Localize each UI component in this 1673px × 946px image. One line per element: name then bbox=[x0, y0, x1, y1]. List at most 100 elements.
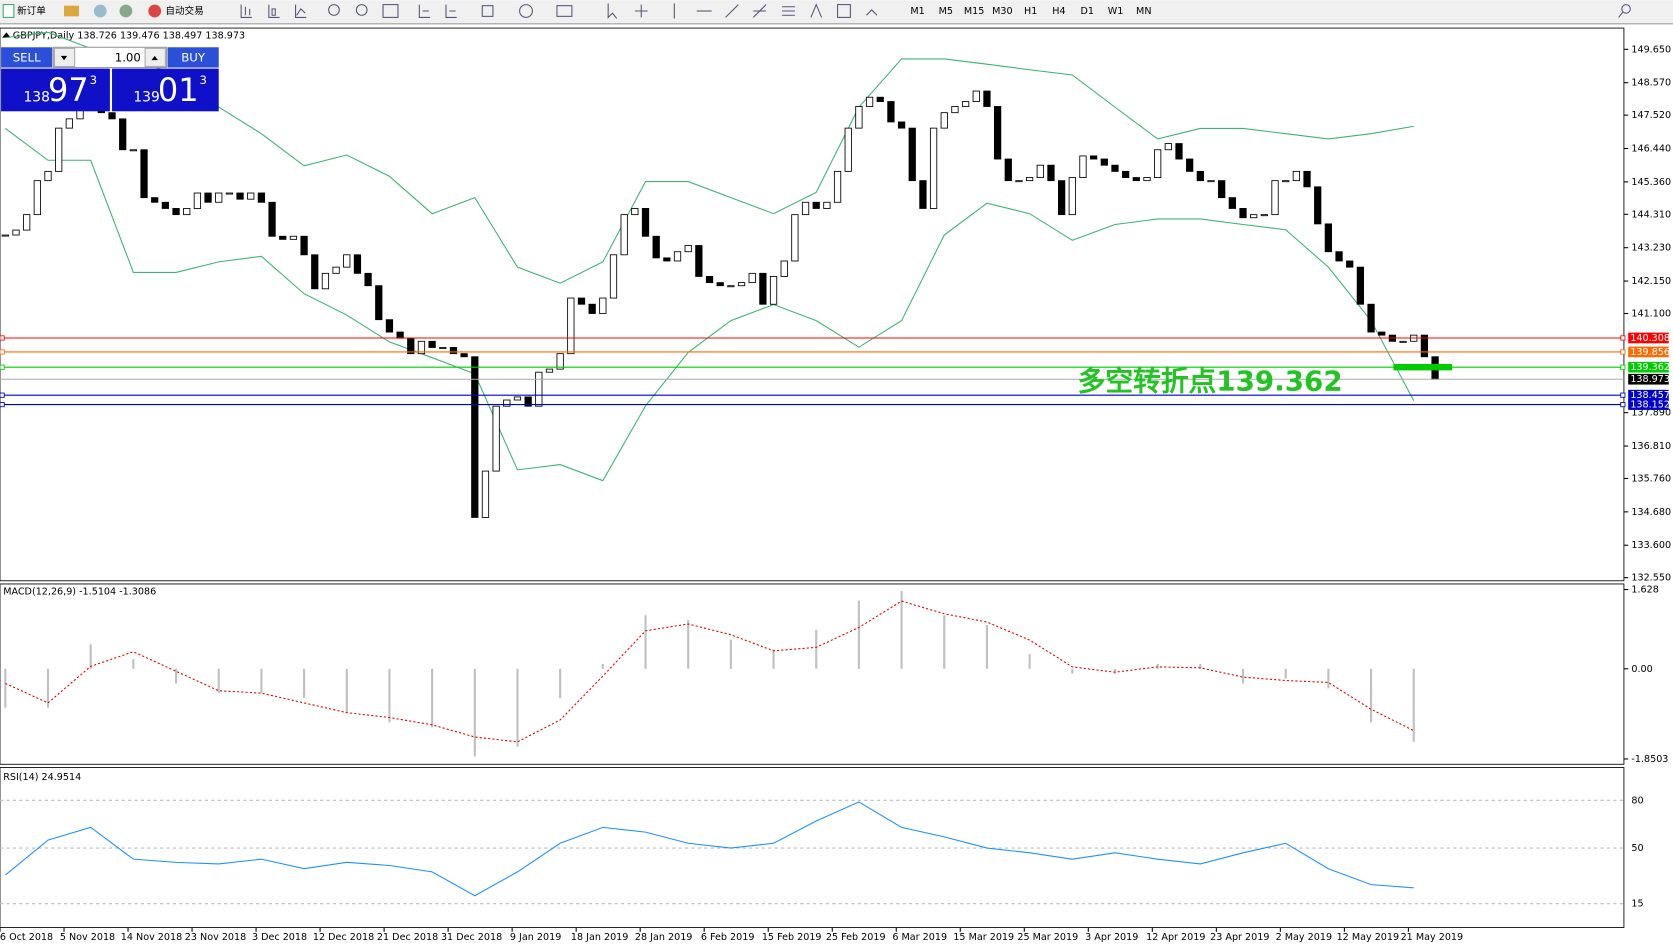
level-label: 138.457 bbox=[1630, 390, 1670, 401]
bid-big: 138 bbox=[23, 89, 49, 105]
toolbar bbox=[0, 0, 1673, 24]
channel-tool[interactable] bbox=[782, 6, 795, 16]
scroll-tool[interactable] bbox=[418, 4, 430, 18]
auto-trading[interactable]: 自动交易 bbox=[165, 5, 203, 17]
level-handle bbox=[1620, 364, 1626, 370]
macd-bar bbox=[943, 615, 946, 669]
macd-bar bbox=[985, 624, 989, 669]
macd-bar bbox=[1113, 668, 1117, 674]
trendline-tool[interactable] bbox=[725, 4, 739, 18]
candle bbox=[887, 101, 895, 123]
macd-header: MACD(12,26,9) -1.5104 -1.3086 bbox=[3, 586, 156, 597]
candle bbox=[524, 396, 532, 407]
market-icon[interactable] bbox=[93, 4, 107, 18]
candle bbox=[1196, 170, 1204, 182]
candle bbox=[1228, 197, 1236, 209]
macd-bar bbox=[772, 649, 775, 669]
candle bbox=[129, 149, 137, 152]
candle bbox=[311, 254, 319, 290]
timeframe-button[interactable]: H1 bbox=[1024, 6, 1037, 17]
level-handle bbox=[0, 349, 5, 355]
y-tick-label: 143.230 bbox=[1631, 243, 1671, 254]
timeframe-button[interactable]: M30 bbox=[992, 6, 1013, 17]
y-tick-label: 142.150 bbox=[1631, 276, 1671, 287]
ask-point: 3 bbox=[200, 73, 207, 87]
macd-bar bbox=[687, 620, 690, 669]
candle bbox=[492, 405, 500, 472]
y-tick-label: 15 bbox=[1631, 899, 1643, 910]
bid-point: 3 bbox=[90, 73, 97, 87]
cursor-tool[interactable] bbox=[607, 3, 618, 19]
timeframe-button[interactable]: H4 bbox=[1052, 6, 1065, 17]
shift-tool[interactable] bbox=[445, 4, 457, 18]
candle bbox=[417, 340, 426, 355]
text-tool[interactable] bbox=[810, 3, 823, 18]
lots-down-arrow bbox=[60, 55, 68, 61]
candle-tool[interactable] bbox=[268, 4, 280, 18]
zoom-out[interactable] bbox=[355, 4, 368, 16]
candle bbox=[1207, 180, 1215, 183]
bollinger-lower bbox=[5, 128, 1415, 482]
label-tool[interactable] bbox=[837, 4, 851, 18]
candle bbox=[1036, 164, 1044, 178]
buy-button[interactable] bbox=[167, 47, 219, 68]
candle bbox=[108, 112, 116, 120]
macd-bar bbox=[644, 615, 647, 669]
candle bbox=[1356, 266, 1365, 305]
timeframes: M1 M5 M15 M30 H1 H4 D1 W1 MN bbox=[910, 6, 1151, 17]
x-tick-label: 3 Dec 2018 bbox=[252, 932, 307, 943]
level-handle bbox=[1620, 392, 1626, 398]
indicators-tool[interactable] bbox=[481, 5, 494, 17]
search-icon[interactable] bbox=[1621, 4, 1631, 14]
candle bbox=[961, 101, 970, 107]
level-label: 138.152 bbox=[1630, 400, 1670, 411]
arrows-tool[interactable] bbox=[865, 9, 878, 16]
macd-bar bbox=[388, 668, 391, 723]
candle bbox=[993, 106, 1002, 160]
timeframe-button[interactable]: M5 bbox=[939, 6, 953, 17]
tile-windows[interactable] bbox=[382, 4, 399, 18]
timeframe-button[interactable]: M1 bbox=[910, 6, 924, 17]
crosshair-tool[interactable] bbox=[634, 4, 648, 18]
candle bbox=[513, 396, 522, 401]
lots-value[interactable]: 1.00 bbox=[115, 50, 141, 64]
candle bbox=[385, 319, 394, 333]
annotation: 多空转折点139.362 bbox=[1078, 364, 1343, 397]
candle bbox=[1420, 334, 1429, 358]
candle bbox=[481, 470, 490, 518]
candle bbox=[364, 272, 372, 287]
sell-button[interactable] bbox=[1, 47, 53, 68]
auto-trading-icon[interactable] bbox=[148, 4, 162, 18]
candle bbox=[1282, 180, 1290, 183]
x-tick-label: 12 Dec 2018 bbox=[313, 932, 374, 943]
candle bbox=[428, 340, 436, 348]
bid-box[interactable] bbox=[1, 68, 110, 112]
ask-box[interactable] bbox=[112, 68, 219, 112]
signal-icon[interactable] bbox=[119, 4, 133, 18]
new-order[interactable]: 新订单 bbox=[17, 5, 46, 17]
line-tool[interactable] bbox=[295, 4, 307, 18]
x-tick-label: 14 Nov 2018 bbox=[121, 932, 182, 943]
candle bbox=[172, 208, 180, 216]
level-tag bbox=[1628, 399, 1669, 410]
history-icon[interactable] bbox=[64, 5, 79, 17]
new-order-icon[interactable] bbox=[2, 4, 15, 18]
templates-tool[interactable] bbox=[556, 5, 573, 17]
periods-tool[interactable] bbox=[519, 4, 533, 18]
timeframe-button[interactable]: W1 bbox=[1108, 6, 1124, 17]
lots-box[interactable] bbox=[52, 46, 167, 69]
timeframe-button[interactable]: D1 bbox=[1080, 6, 1094, 17]
timeframe-button[interactable]: MN bbox=[1136, 6, 1151, 17]
zoom-in[interactable] bbox=[328, 4, 340, 16]
buy-label[interactable]: BUY bbox=[181, 50, 206, 64]
candle bbox=[1068, 177, 1076, 216]
fibo-tool[interactable] bbox=[752, 4, 767, 18]
candle bbox=[407, 337, 415, 355]
timeframe-button[interactable]: M15 bbox=[964, 6, 984, 17]
y-tick-label: 134.680 bbox=[1631, 507, 1671, 518]
candle bbox=[396, 331, 404, 339]
bar-chart-tool[interactable] bbox=[240, 4, 252, 18]
macd-bar bbox=[89, 644, 92, 669]
sell-label[interactable]: SELL bbox=[13, 50, 41, 64]
candle bbox=[641, 208, 650, 237]
